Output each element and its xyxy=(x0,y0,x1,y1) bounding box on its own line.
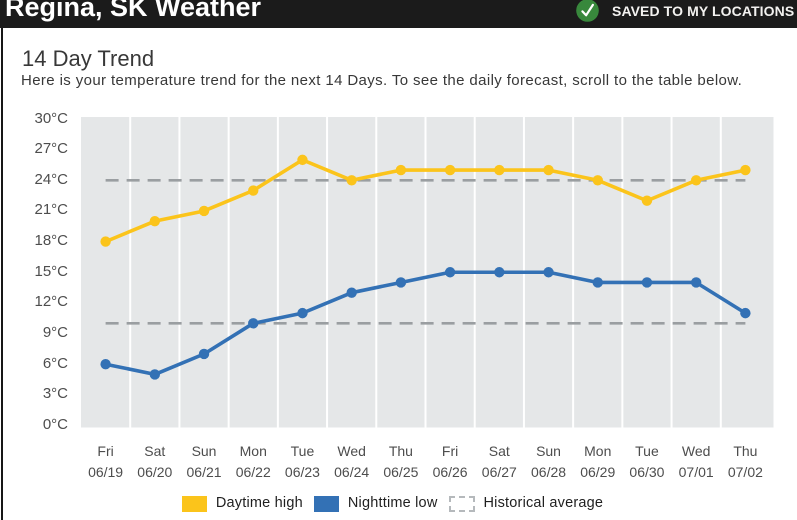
x-axis-day-label: Tue xyxy=(290,443,315,459)
data-point[interactable] xyxy=(494,164,505,176)
data-point[interactable] xyxy=(297,154,308,166)
data-point[interactable] xyxy=(248,185,259,196)
data-point[interactable] xyxy=(543,267,554,278)
x-axis-day-label: Fri xyxy=(441,443,459,459)
historical-average-swatch xyxy=(448,495,475,512)
x-axis-day-label: Mon xyxy=(239,443,267,459)
plot-background xyxy=(81,117,774,428)
data-point[interactable] xyxy=(444,164,456,176)
legend-item-nighttime-low: Nighttime low xyxy=(313,495,438,512)
x-axis-day-label: Fri xyxy=(97,443,114,459)
data-point[interactable] xyxy=(641,195,653,206)
data-point[interactable] xyxy=(641,277,653,288)
legend-label: Nighttime low xyxy=(347,495,438,511)
x-axis-day-label: Sat xyxy=(144,443,166,459)
y-axis-label: 24°C xyxy=(34,170,68,188)
data-point[interactable] xyxy=(592,175,603,186)
x-axis-day-label: Thu xyxy=(388,443,413,459)
y-axis-label: 9°C xyxy=(42,324,68,342)
data-point[interactable] xyxy=(690,277,702,288)
y-axis-label: 3°C xyxy=(42,385,68,403)
data-point[interactable] xyxy=(592,277,603,288)
x-axis-day-label: Sun xyxy=(536,443,561,459)
x-axis-day-label: Wed xyxy=(337,443,366,459)
location-title: Regina, SK Weather xyxy=(5,0,262,22)
y-axis-label: 30°C xyxy=(34,109,68,127)
daytime-high-swatch xyxy=(181,495,207,512)
x-axis-date-label: 07/01 xyxy=(678,464,714,480)
chart-legend: Daytime high Nighttime low Historical av… xyxy=(0,495,785,512)
section-subtitle: Here is your temperature trend for the n… xyxy=(21,72,743,89)
x-axis-date-label: 06/21 xyxy=(186,464,222,480)
data-point[interactable] xyxy=(395,277,407,288)
x-axis-day-label: Wed xyxy=(681,443,711,459)
y-axis-label: 15°C xyxy=(34,262,68,280)
data-point[interactable] xyxy=(395,164,407,176)
content-left-border xyxy=(1,28,3,520)
x-axis-day-label: Mon xyxy=(584,443,612,459)
data-point[interactable] xyxy=(494,267,505,278)
x-axis-date-label: 06/22 xyxy=(235,464,271,480)
series-line xyxy=(103,270,748,377)
data-point[interactable] xyxy=(198,205,210,217)
x-axis-day-label: Tue xyxy=(635,443,659,459)
y-axis-label: 27°C xyxy=(34,140,68,158)
nighttime-low-swatch xyxy=(313,495,339,512)
data-point[interactable] xyxy=(297,307,308,319)
y-axis-label: 21°C xyxy=(34,201,68,219)
data-point[interactable] xyxy=(346,175,357,186)
y-axis-label: 6°C xyxy=(42,354,68,372)
x-axis-date-label: 06/28 xyxy=(531,464,567,480)
x-axis-date-label: 06/27 xyxy=(481,464,517,480)
series-line xyxy=(103,158,748,244)
x-axis-date-label: 06/25 xyxy=(383,464,419,480)
data-point[interactable] xyxy=(740,164,751,176)
x-axis-day-label: Thu xyxy=(733,443,758,459)
data-point[interactable] xyxy=(100,359,111,370)
x-axis-date-label: 06/26 xyxy=(432,464,468,480)
x-axis-date-label: 06/24 xyxy=(334,464,370,480)
y-axis-label: 18°C xyxy=(34,232,68,250)
legend-item-historical-average: Historical average xyxy=(448,495,604,512)
data-point[interactable] xyxy=(248,318,259,329)
data-point[interactable] xyxy=(543,164,554,176)
x-axis-date-label: 06/20 xyxy=(137,464,173,480)
x-axis-date-label: 06/19 xyxy=(88,464,124,480)
saved-to-my-locations-button[interactable]: SAVED TO MY LOCATIONS xyxy=(612,3,795,19)
data-point[interactable] xyxy=(740,307,751,319)
data-point[interactable] xyxy=(346,287,357,298)
data-point[interactable] xyxy=(100,236,111,247)
legend-label: Historical average xyxy=(483,495,604,511)
y-axis-label: 0°C xyxy=(42,416,68,433)
x-axis-day-label: Sun xyxy=(191,443,217,459)
legend-label: Daytime high xyxy=(215,495,303,511)
x-axis-day-label: Sat xyxy=(488,443,510,459)
x-axis-date-label: 06/29 xyxy=(580,464,616,480)
data-point[interactable] xyxy=(444,267,456,278)
x-axis-date-label: 06/30 xyxy=(629,464,665,480)
page-header-bar: Regina, SK Weather SAVED TO MY LOCATIONS xyxy=(0,0,797,28)
data-point[interactable] xyxy=(149,369,161,380)
y-axis-label: 12°C xyxy=(34,293,68,311)
x-axis-date-label: 07/02 xyxy=(727,464,763,480)
legend-item-daytime-high: Daytime high xyxy=(181,495,303,512)
data-point[interactable] xyxy=(149,215,161,227)
data-point[interactable] xyxy=(690,175,702,186)
saved-check-icon xyxy=(576,0,599,22)
section-title: 14 Day Trend xyxy=(22,46,155,71)
x-axis-date-label: 06/23 xyxy=(284,464,320,480)
data-point[interactable] xyxy=(198,348,210,360)
